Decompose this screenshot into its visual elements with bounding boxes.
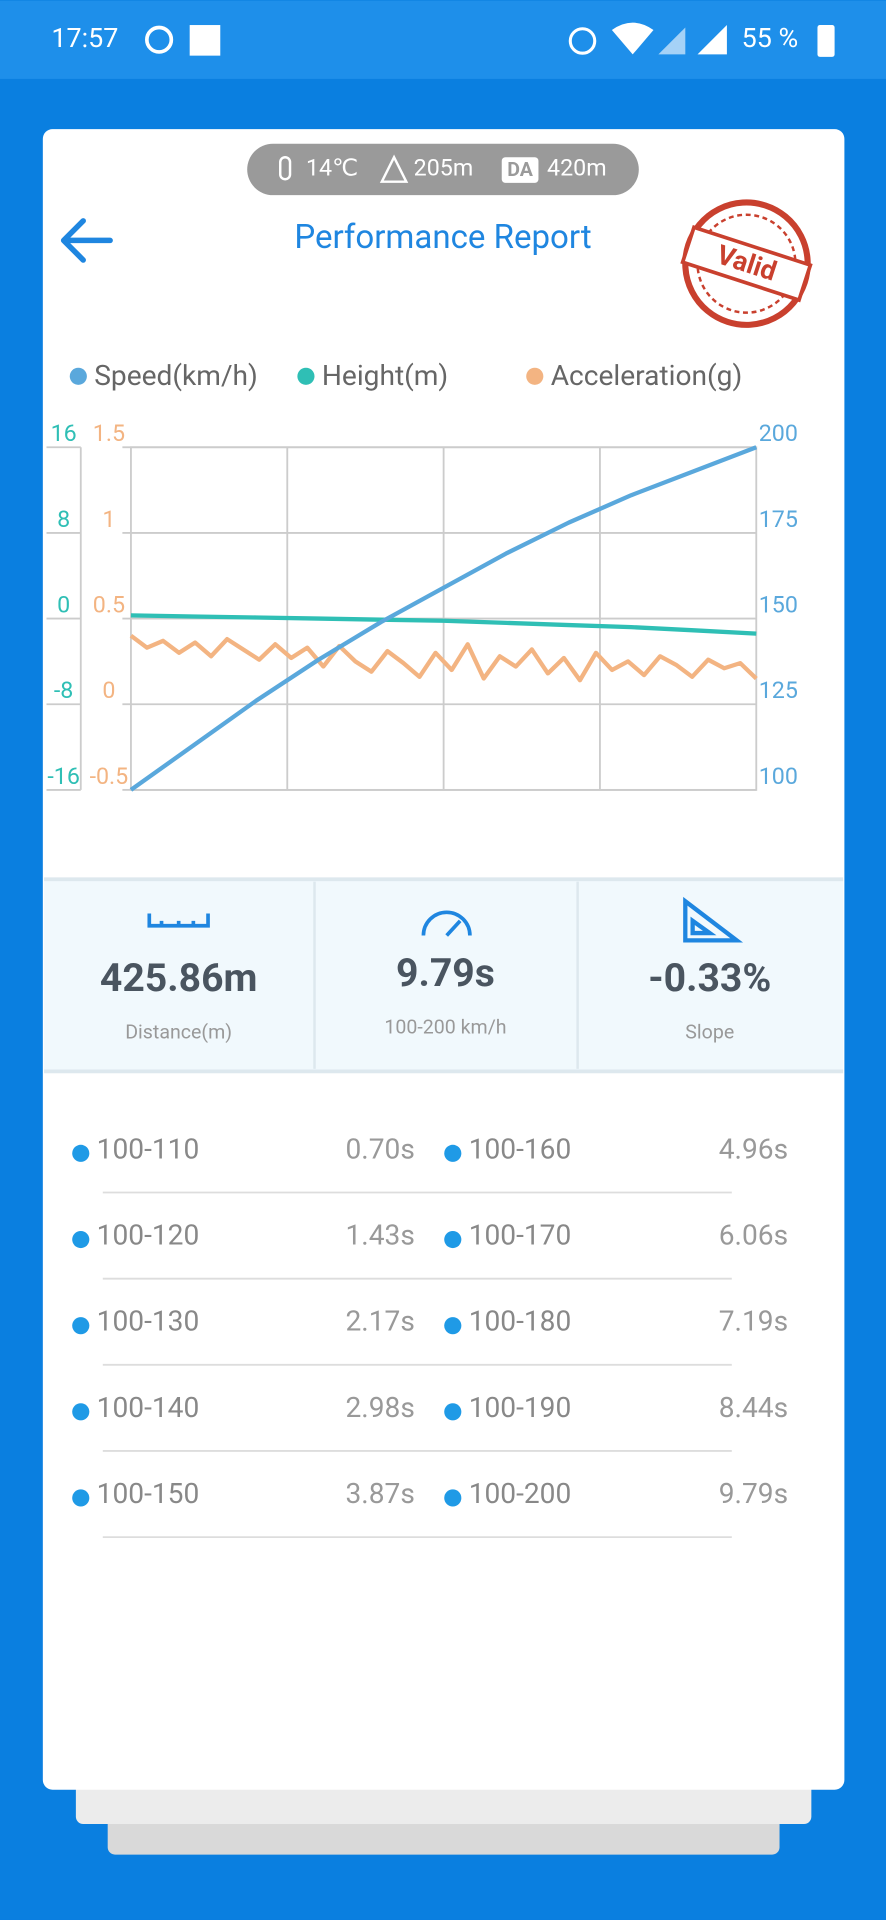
stat-label: 100-200 km/h [384,1016,506,1039]
legend-label: Acceleration(g) [551,359,743,392]
legend-dot [297,367,315,385]
acceleration-tick-label: 0.5 [93,590,125,618]
split-dot [72,1230,90,1249]
split-dot [444,1144,462,1162]
acceleration-tick-label: 0 [102,676,115,704]
height-tick-label: -8 [54,676,74,704]
split-dot [444,1403,462,1421]
acceleration-tick-label: 1 [102,505,115,533]
da-badge-bg [501,157,539,183]
split-dot [444,1230,462,1249]
speed-tick-label: 100 [759,762,798,790]
stat-label: Slope [685,1021,734,1044]
page-title: Performance Report [294,218,591,257]
legend-label: Height(m) [322,359,448,392]
split-dot [444,1317,462,1335]
valid-stamp: Valid [680,199,813,328]
speed-tick-label: 200 [759,419,798,447]
split-time: 2.98s [345,1391,414,1424]
speedometer-icon [421,910,472,936]
height-tick-label: 0 [57,590,70,618]
thermometer-icon [279,155,292,181]
temperature: 14℃ [306,154,358,182]
battery-text: 55 % [742,22,799,54]
stat-value: 425.86m [100,955,258,1001]
split-range: 100-180 [469,1305,572,1338]
split-time: 9.79s [719,1477,788,1510]
split-time: 1.43s [345,1218,414,1251]
acceleration-tick-label: -0.5 [90,762,129,790]
stat-value: 9.79s [396,950,495,996]
wifi-icon [611,22,654,55]
split-time: 8.44s [719,1391,788,1424]
battery-icon [817,25,835,57]
split-range: 100-120 [97,1218,200,1251]
speed-tick-label: 150 [759,590,798,618]
stat-value: -0.33% [648,955,771,1001]
speedometer-needle [445,919,462,937]
split-range: 100-190 [469,1391,572,1424]
stamp-band [680,225,813,303]
status-icon [189,25,221,56]
series-line [129,633,758,683]
split-dot [72,1403,90,1421]
split-time: 6.06s [719,1218,788,1251]
split-range: 100-110 [97,1132,200,1165]
alarm-icon [568,27,597,55]
density-altitude: 420m [547,154,607,182]
split-dot [72,1317,90,1335]
series-line [129,445,758,792]
split-range: 100-150 [97,1477,200,1510]
legend-label: Speed(km/h) [94,359,258,392]
speed-tick-label: 175 [759,505,798,533]
split-dot [444,1489,462,1507]
status-icon [145,25,174,54]
slope-icon [683,896,744,943]
signal-icon [658,27,686,55]
split-range: 100-160 [469,1132,572,1165]
stat-label: Distance(m) [125,1021,232,1044]
split-time: 0.70s [345,1132,414,1165]
acceleration-tick-label: 1.5 [93,419,125,447]
mountain-icon [379,154,409,183]
speed-tick-label: 125 [759,676,798,704]
altitude: 205m [414,154,474,182]
split-range: 100-140 [97,1391,200,1424]
signal-icon [697,25,727,55]
split-dot [72,1489,90,1507]
split-range: 100-170 [469,1218,572,1251]
split-range: 100-130 [97,1305,200,1338]
height-tick-label: 8 [57,505,70,533]
split-dot [72,1144,90,1162]
legend-dot [69,367,87,385]
da-badge: DA [507,158,534,181]
clock: 17:57 [51,22,118,54]
conditions-pill [247,143,639,196]
height-tick-label: 16 [51,419,77,447]
ruler-icon [147,913,210,928]
legend-dot [526,367,544,385]
split-time: 2.17s [345,1305,414,1338]
series-line [130,613,757,636]
split-range: 100-200 [469,1477,572,1510]
split-time: 7.19s [719,1305,788,1338]
split-time: 4.96s [719,1132,788,1165]
back-button[interactable] [60,218,113,263]
height-tick-label: -16 [47,762,80,790]
split-time: 3.87s [345,1477,414,1510]
